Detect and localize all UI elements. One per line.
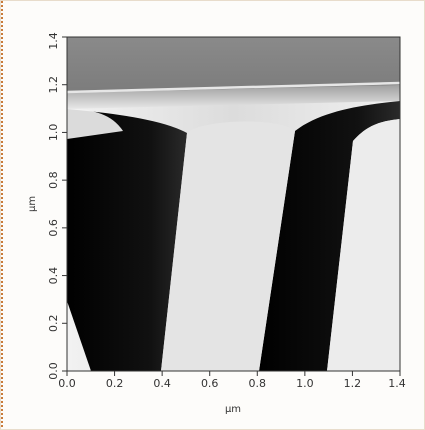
y-axis-tick-labels: 0.0 0.2 0.4 0.6 0.8 1.0 1.2 1.4: [47, 32, 60, 380]
y-axis-title: µm: [27, 196, 38, 212]
x-axis-title: µm: [225, 404, 241, 415]
panel-left-accent: [1, 1, 3, 429]
x-tick-label: 0.6: [201, 377, 219, 390]
center-light-stripe: [161, 121, 295, 371]
x-tick-label: 0.2: [106, 377, 124, 390]
y-tick-label: 1.2: [47, 76, 60, 94]
y-tick-label: 1.4: [47, 32, 60, 50]
x-tick-label: 1.4: [388, 377, 406, 390]
left-light-edge: [67, 109, 123, 139]
x-tick-label: 0.4: [153, 377, 171, 390]
y-tick-label: 0.4: [47, 267, 60, 285]
right-light-stripe: [327, 119, 400, 371]
x-axis-tick-marks: [66, 371, 401, 376]
x-tick-label: 0.8: [249, 377, 267, 390]
x-tick-label: 1.0: [296, 377, 314, 390]
y-tick-label: 1.0: [47, 124, 60, 142]
y-tick-label: 0.8: [47, 171, 60, 189]
y-axis-tick-marks: [62, 36, 67, 372]
y-tick-label: 0.6: [47, 219, 60, 237]
bright-edge-line: [67, 81, 400, 94]
left-dark-stripe: [67, 109, 187, 371]
x-tick-label: 0.0: [58, 377, 76, 390]
x-axis-tick-labels: 0.0 0.2 0.4 0.6 0.8 1.0 1.2 1.4: [58, 377, 406, 390]
plot-frame: [66, 36, 401, 372]
scan-image: [67, 37, 400, 371]
right-dark-stripe: [259, 101, 400, 371]
y-tick-label: 0.0: [47, 362, 60, 380]
x-tick-label: 1.2: [344, 377, 362, 390]
y-tick-label: 0.2: [47, 315, 60, 333]
